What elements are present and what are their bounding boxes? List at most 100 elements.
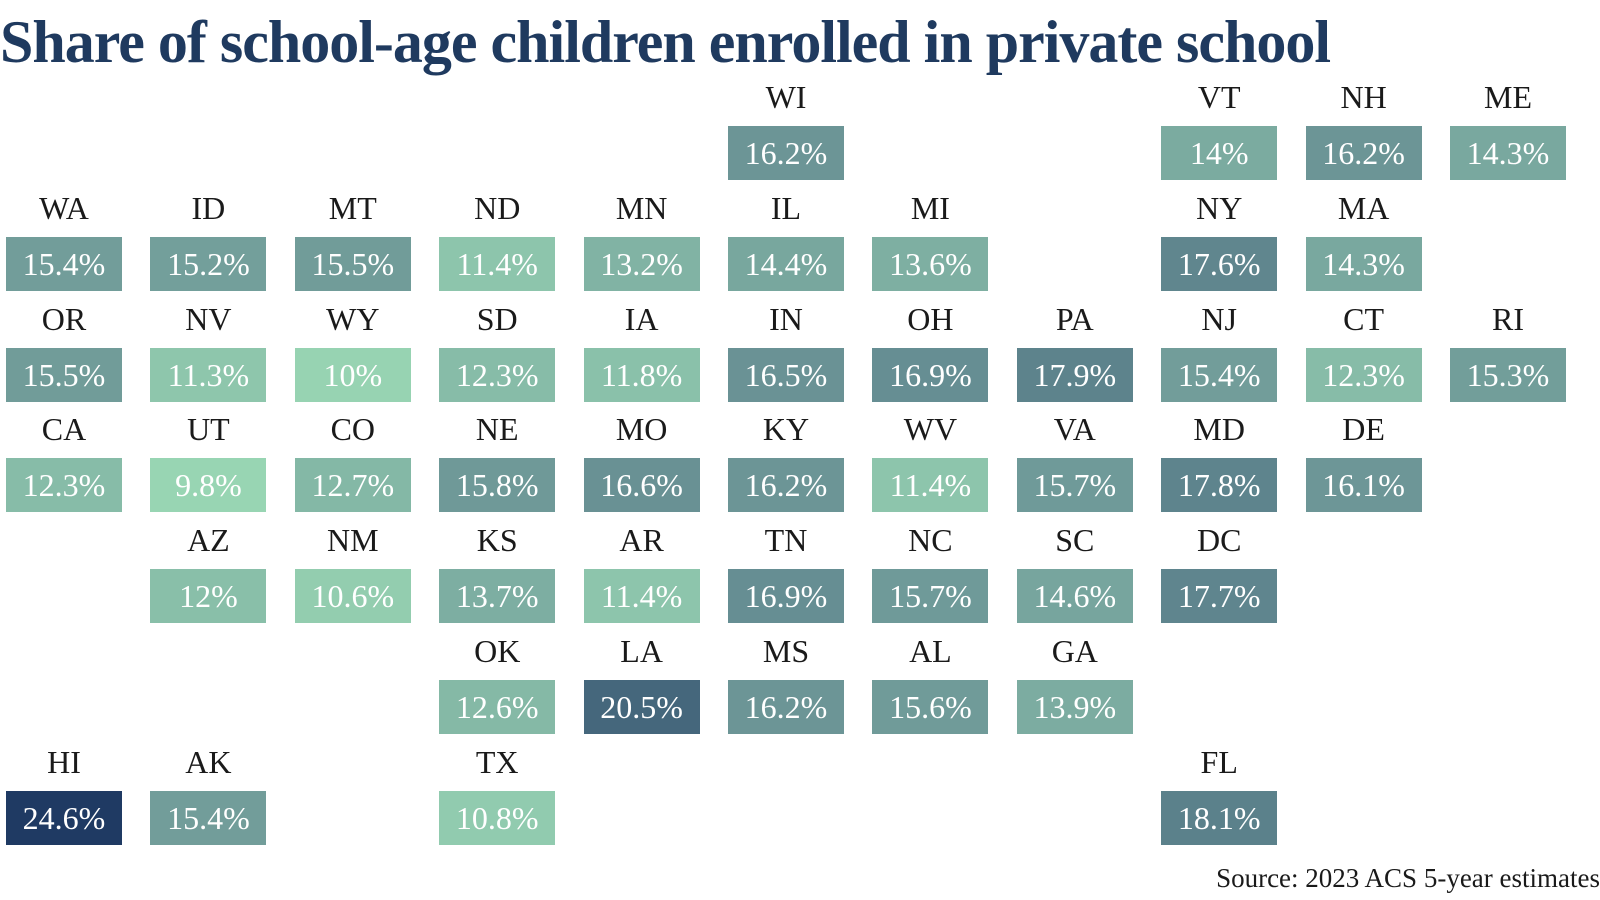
state-abbr-label: AZ: [187, 522, 230, 559]
state-abbr-label: IA: [624, 300, 659, 337]
state-abbr-label: LA: [620, 633, 663, 669]
state-value-box: 11.4%: [439, 236, 556, 291]
state-tile-sc: SC 14.6%: [1016, 515, 1133, 625]
state-value-box: 14.6%: [1016, 569, 1133, 624]
state-tile-wv: WV 11.4%: [872, 404, 989, 514]
state-abbr-label: SD: [476, 300, 518, 337]
state-value-box: 16.2%: [728, 126, 844, 180]
state-tile-wi: WI 16.2%: [728, 72, 844, 182]
state-value-box: 15.4%: [150, 790, 267, 845]
state-tile-oh: OH 16.9%: [872, 294, 989, 404]
state-value-box: 11.4%: [872, 458, 989, 513]
state-abbr-label: CO: [330, 411, 376, 448]
state-tile-ok: OK 12.6%: [439, 626, 556, 736]
chart-title: Share of school-age children enrolled in…: [0, 9, 1331, 75]
state-value-box: 10.8%: [439, 790, 556, 845]
state-abbr-label: CT: [1343, 300, 1385, 337]
state-tile-la: LA 20.5%: [583, 626, 700, 736]
state-tile-wa: WA 15.4%: [6, 183, 122, 293]
state-tile-ma: MA 14.3%: [1305, 183, 1422, 293]
state-tile-ks: KS 13.7%: [439, 515, 556, 625]
state-tile-ga: GA 13.9%: [1016, 626, 1133, 736]
state-abbr-label: ME: [1484, 79, 1532, 115]
state-abbr-label: FL: [1200, 743, 1238, 780]
state-tile-de: DE 16.1%: [1305, 404, 1422, 514]
state-value-box: 16.2%: [728, 458, 844, 513]
state-value-box: 13.6%: [872, 236, 989, 291]
state-tile-ny: NY 17.6%: [1161, 183, 1278, 293]
state-value-box: 14%: [1161, 126, 1278, 180]
state-abbr-label: ND: [474, 189, 521, 226]
state-abbr-label: WY: [326, 300, 380, 337]
state-tile-ut: UT 9.8%: [150, 404, 267, 514]
state-abbr-label: VA: [1053, 411, 1096, 448]
state-abbr-label: HI: [47, 743, 81, 780]
state-value-box: 12.3%: [439, 347, 556, 402]
state-value-box: 11.4%: [583, 569, 700, 624]
state-abbr-label: IN: [769, 300, 803, 337]
state-value-box: 11.8%: [583, 347, 700, 402]
state-abbr-label: ID: [191, 189, 226, 226]
state-tile-ak: AK 15.4%: [150, 737, 267, 847]
state-abbr-label: MT: [328, 189, 377, 226]
state-abbr-label: OK: [474, 633, 521, 669]
state-abbr-label: MS: [762, 633, 810, 669]
state-abbr-label: RI: [1492, 300, 1524, 337]
state-tile-ca: CA 12.3%: [6, 404, 122, 514]
state-tile-tn: TN 16.9%: [728, 515, 844, 625]
state-value-box: 17.9%: [1016, 347, 1133, 402]
state-value-box: 16.9%: [872, 347, 989, 402]
state-abbr-label: NY: [1196, 189, 1243, 226]
state-tile-nc: NC 15.7%: [872, 515, 989, 625]
state-abbr-label: GA: [1051, 633, 1098, 669]
state-abbr-label: OH: [907, 300, 954, 337]
state-tile-nh: NH 16.2%: [1305, 72, 1422, 182]
state-value-box: 15.5%: [294, 236, 411, 291]
state-abbr-label: NJ: [1201, 300, 1237, 337]
state-abbr-label: TN: [764, 522, 808, 559]
state-abbr-label: PA: [1055, 300, 1094, 337]
state-abbr-label: AR: [619, 522, 664, 559]
state-tile-co: CO 12.7%: [294, 404, 411, 514]
state-value-box: 15.4%: [1161, 347, 1278, 402]
state-tile-dc: DC 17.7%: [1161, 515, 1278, 625]
state-abbr-label: MI: [910, 189, 950, 226]
state-value-box: 16.6%: [583, 458, 700, 513]
state-value-box: 13.2%: [583, 236, 700, 291]
state-value-box: 16.1%: [1305, 458, 1422, 513]
state-value-box: 12.3%: [1305, 347, 1422, 402]
state-tile-mi: MI 13.6%: [872, 183, 989, 293]
state-value-box: 14.3%: [1305, 236, 1422, 291]
state-value-box: 15.3%: [1450, 347, 1566, 402]
state-tile-va: VA 15.7%: [1016, 404, 1133, 514]
state-tile-id: ID 15.2%: [150, 183, 267, 293]
state-abbr-label: NE: [475, 411, 519, 448]
state-tile-tx: TX 10.8%: [439, 737, 556, 847]
state-value-box: 20.5%: [583, 680, 700, 734]
state-value-box: 15.7%: [872, 569, 989, 624]
state-tile-vt: VT 14%: [1161, 72, 1278, 182]
state-abbr-label: MN: [615, 189, 668, 226]
state-abbr-label: AK: [185, 743, 232, 780]
state-tile-ar: AR 11.4%: [583, 515, 700, 625]
state-abbr-label: MO: [615, 411, 668, 448]
state-abbr-label: DE: [1342, 411, 1385, 448]
state-value-box: 15.8%: [439, 458, 556, 513]
state-value-box: 12.6%: [439, 680, 556, 734]
state-abbr-label: IL: [770, 189, 802, 226]
state-tile-md: MD 17.8%: [1161, 404, 1278, 514]
state-abbr-label: TX: [475, 743, 519, 780]
source-note: Source: 2023 ACS 5-year estimates: [1216, 863, 1600, 893]
state-tile-me: ME 14.3%: [1450, 72, 1566, 182]
state-tile-hi: HI 24.6%: [6, 737, 122, 847]
state-value-box: 10%: [294, 347, 411, 402]
state-abbr-label: NM: [327, 522, 379, 559]
state-tile-mo: MO 16.6%: [583, 404, 700, 514]
state-value-box: 10.6%: [294, 569, 411, 624]
state-value-box: 14.3%: [1450, 126, 1566, 180]
state-value-box: 9.8%: [150, 458, 267, 513]
state-tile-nm: NM 10.6%: [294, 515, 411, 625]
state-tile-ms: MS 16.2%: [728, 626, 844, 736]
state-abbr-label: OR: [41, 300, 87, 337]
